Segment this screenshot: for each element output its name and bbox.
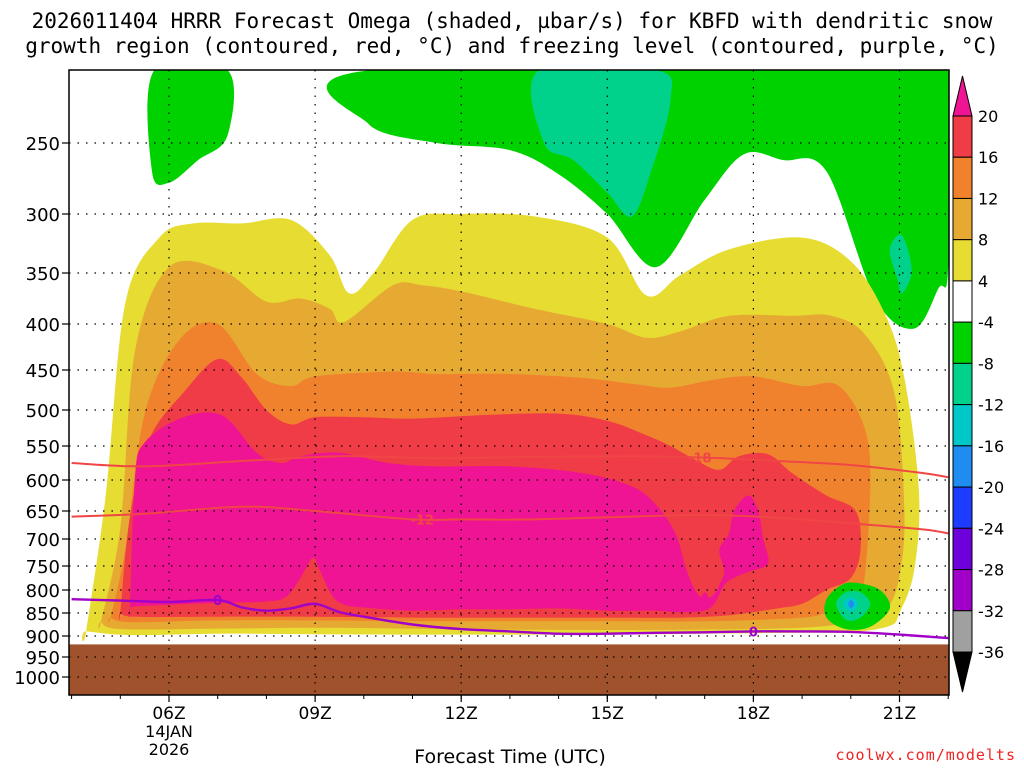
y-tick-label: 300: [26, 205, 60, 226]
colorbar-level-label: -8: [978, 354, 994, 373]
colorbar-bottom-arrow: [952, 651, 973, 693]
colorbar-level-label: -16: [978, 437, 1004, 456]
y-tick-label: 250: [26, 134, 60, 155]
plot-frame: [68, 69, 950, 696]
contour-layer: -18 -12 0 0: [71, 451, 949, 640]
y-tick-label: 450: [26, 361, 60, 382]
colorbar-bin: [952, 156, 973, 199]
shade-blob-blue: [848, 600, 855, 609]
y-tick-label: 650: [26, 502, 60, 523]
colorbar-level-label: -32: [978, 602, 1004, 621]
shade-pink-embedded-spot: [699, 592, 710, 610]
date-label: 14JAN: [145, 722, 193, 741]
colorbar-level-label: 8: [978, 231, 988, 250]
contour-freezing-level-0: [71, 598, 949, 640]
shade-green-upper-left: [147, 70, 235, 185]
contour--18: [71, 455, 949, 479]
below-ground-shading: [69, 644, 949, 695]
date-label: 2026: [149, 740, 190, 759]
y-tick-label: 600: [26, 471, 60, 492]
below-ground-layer: [69, 644, 949, 695]
colorbar: 20 16 12 8 4 -4 -8 -12 -16 -20 -24 -28 -32 -36: [952, 75, 1004, 693]
colorbar-level-label: 20: [978, 107, 998, 126]
y-tick-label: 350: [26, 264, 60, 285]
x-axis-label: Forecast Time (UTC): [414, 746, 606, 768]
colorbar-bin: [952, 569, 973, 612]
contour--12: [71, 505, 949, 535]
colorbar-level-label: -28: [978, 561, 1004, 580]
y-tick-label: 850: [26, 604, 60, 625]
colorbar-level-label: -4: [978, 313, 994, 332]
colorbar-level-label: 4: [978, 272, 988, 291]
colorbar-level-label: -36: [978, 643, 1004, 662]
y-axis-tick-labels: 2503003504004505005506006507007508008509…: [14, 134, 60, 689]
y-tick-label: 700: [26, 530, 60, 551]
colorbar-bin: [952, 486, 973, 529]
contour-label: -12: [410, 513, 434, 528]
site-credit[interactable]: coolwx.com/modelts: [835, 746, 1016, 764]
colorbar-bin: [952, 280, 973, 323]
y-tick-label: 500: [26, 401, 60, 422]
omega-shading-layer: [82, 70, 949, 642]
colorbar-level-label: -20: [978, 478, 1004, 497]
colorbar-bin: [952, 197, 973, 241]
colorbar-bin: [952, 527, 973, 571]
colorbar-bin: [952, 362, 973, 406]
shade-magenta-gt20: [129, 412, 769, 619]
colorbar-bin: [952, 321, 973, 364]
contour-label: -18: [688, 451, 712, 466]
colorbar-level-label: 16: [978, 148, 998, 167]
x-tick-label: 06Z: [152, 704, 185, 724]
y-tick-label: 550: [26, 437, 60, 458]
y-tick-label: 750: [26, 557, 60, 578]
chart-title-line-1: 2026011404 HRRR Forecast Omega (shaded, …: [31, 9, 993, 33]
y-tick-label: 950: [26, 648, 60, 669]
y-tick-label: 400: [26, 315, 60, 336]
colorbar-level-label: 12: [978, 189, 998, 208]
colorbar-bin: [952, 610, 973, 653]
x-tick-label: 21Z: [883, 704, 916, 724]
shade-teal-right: [889, 234, 912, 294]
x-tick-label: 15Z: [591, 704, 624, 724]
chart-title-line-2: growth region (contoured, red, °C) and f…: [25, 34, 999, 58]
y-tick-label: 800: [26, 581, 60, 602]
colorbar-level-label: -24: [978, 519, 1004, 538]
colorbar-bin: [952, 404, 973, 447]
y-tick-label: 900: [26, 627, 60, 648]
x-tick-label: 12Z: [445, 704, 478, 724]
colorbar-bin: [952, 445, 973, 488]
y-tick-label: 1000: [14, 668, 60, 689]
shade-teal-upper: [530, 70, 673, 217]
x-tick-label: 18Z: [737, 704, 770, 724]
contour-label: 0: [213, 594, 222, 609]
colorbar-level-label: -12: [978, 396, 1004, 415]
x-tick-label: 09Z: [298, 704, 331, 724]
colorbar-top-arrow: [952, 75, 973, 117]
contour-label: 0: [749, 625, 758, 640]
colorbar-bin: [952, 115, 973, 158]
colorbar-bin: [952, 239, 973, 282]
